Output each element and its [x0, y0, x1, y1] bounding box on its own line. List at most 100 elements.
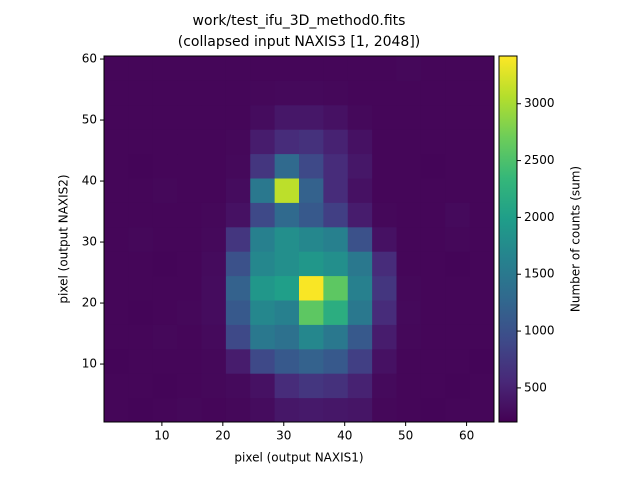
- chart-title: work/test_ifu_3D_method0.fits: [193, 13, 406, 29]
- cell: [274, 275, 300, 301]
- cell: [323, 56, 349, 81]
- cell: [128, 178, 154, 203]
- cell: [445, 202, 471, 228]
- cell: [274, 348, 300, 374]
- cell: [152, 202, 178, 228]
- cell: [323, 300, 349, 325]
- cell: [299, 251, 324, 277]
- colorbar-tick-label: 3000: [524, 96, 555, 110]
- cell: [152, 397, 178, 423]
- cell: [104, 56, 129, 81]
- colorbar-tick-label: 1000: [524, 324, 555, 338]
- cell: [201, 226, 227, 252]
- cell: [420, 202, 446, 228]
- cell: [104, 373, 129, 399]
- y-tick-label: 40: [82, 174, 97, 188]
- cell: [152, 153, 178, 179]
- cell: [250, 202, 276, 228]
- cell: [445, 56, 471, 81]
- cell: [128, 324, 154, 350]
- cell: [177, 56, 202, 81]
- cell: [177, 324, 202, 350]
- cell: [104, 324, 129, 350]
- cell: [299, 56, 324, 81]
- colorbar: [498, 55, 518, 423]
- cell: [152, 300, 178, 325]
- cell: [128, 275, 154, 301]
- cell: [128, 348, 154, 374]
- cell: [177, 202, 202, 228]
- cell: [128, 226, 154, 252]
- cell: [201, 202, 227, 228]
- cell: [274, 373, 300, 399]
- cell: [445, 178, 471, 203]
- cell: [201, 80, 227, 106]
- cell: [104, 397, 129, 423]
- cell: [372, 348, 397, 374]
- cell: [225, 80, 251, 106]
- cell: [201, 275, 227, 301]
- cell: [274, 202, 300, 228]
- cell: [372, 202, 397, 228]
- colorbar-tick-label: 2500: [524, 153, 555, 167]
- cell: [104, 104, 129, 130]
- cell: [128, 373, 154, 399]
- cell: [201, 129, 227, 155]
- cell: [469, 226, 495, 252]
- cell: [104, 226, 129, 252]
- colorbar-tick-label: 2000: [524, 210, 555, 224]
- cell: [347, 251, 373, 277]
- cell: [372, 324, 397, 350]
- cell: [396, 202, 422, 228]
- x-axis-label: pixel (output NAXIS1): [234, 451, 363, 465]
- cell: [469, 275, 495, 301]
- cell: [177, 251, 202, 277]
- colorbar-tick-label: 1500: [524, 267, 555, 281]
- cell: [201, 153, 227, 179]
- cell: [225, 104, 251, 130]
- cell: [299, 226, 324, 252]
- cell: [177, 178, 202, 203]
- cell: [396, 275, 422, 301]
- cell: [347, 348, 373, 374]
- cell: [128, 104, 154, 130]
- cell: [299, 348, 324, 374]
- cell: [201, 348, 227, 374]
- cell: [469, 129, 495, 155]
- colorbar-tick-label: 500: [524, 380, 547, 394]
- y-tick-label: 50: [82, 113, 97, 127]
- cell: [372, 56, 397, 81]
- cell: [323, 129, 349, 155]
- cell: [299, 324, 324, 350]
- cell: [323, 178, 349, 203]
- cell: [250, 56, 276, 81]
- cell: [128, 251, 154, 277]
- cell: [396, 251, 422, 277]
- cell: [469, 104, 495, 130]
- x-tick-label: 30: [276, 429, 291, 443]
- x-tick-label: 40: [337, 429, 352, 443]
- cell: [420, 80, 446, 106]
- cell: [445, 153, 471, 179]
- cell: [420, 275, 446, 301]
- cell: [104, 153, 129, 179]
- cell: [299, 275, 324, 301]
- cell: [128, 56, 154, 81]
- cell: [299, 373, 324, 399]
- cell: [104, 275, 129, 301]
- cell: [250, 129, 276, 155]
- cell: [250, 80, 276, 106]
- cell: [396, 324, 422, 350]
- cell: [274, 300, 300, 325]
- cell: [299, 153, 324, 179]
- x-tick-label: 60: [459, 429, 474, 443]
- cell: [347, 300, 373, 325]
- cell: [274, 153, 300, 179]
- cell: [420, 56, 446, 81]
- cell: [274, 226, 300, 252]
- cell: [420, 226, 446, 252]
- cell: [445, 373, 471, 399]
- cell: [445, 80, 471, 106]
- cell: [372, 397, 397, 423]
- cell: [396, 373, 422, 399]
